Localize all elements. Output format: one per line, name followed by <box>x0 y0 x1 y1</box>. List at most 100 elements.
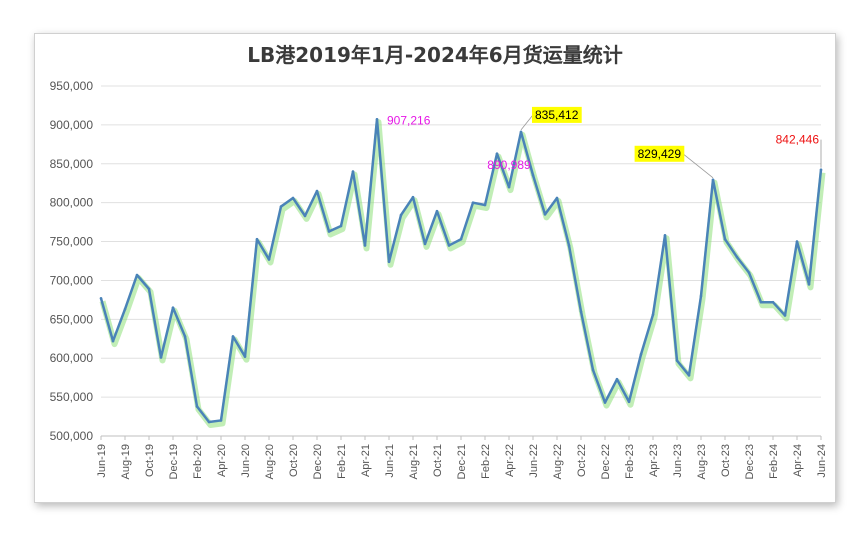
label-leader-line <box>682 153 714 179</box>
series-line <box>99 118 823 424</box>
data-point <box>687 374 691 377</box>
x-tick-label: Oct-23 <box>720 444 732 477</box>
data-point <box>351 170 355 173</box>
line-chart: LB港2019年1月-2024年6月货运量统计 500,000 550,000 60… <box>50 43 828 479</box>
data-point <box>471 201 475 204</box>
data-point <box>771 300 775 304</box>
x-tick-label: Jun-23 <box>672 444 684 478</box>
data-point <box>363 244 367 247</box>
data-point <box>555 196 559 200</box>
data-point <box>399 213 403 217</box>
x-tick-label: Dec-21 <box>456 444 468 479</box>
data-point <box>267 258 271 261</box>
data-point <box>207 420 211 424</box>
data-point <box>195 405 199 408</box>
y-tick-label: 600,000 <box>50 351 94 365</box>
y-tick-label: 950,000 <box>50 79 94 93</box>
x-tick-label: Dec-23 <box>744 444 756 479</box>
x-tick-label: Oct-22 <box>576 444 588 477</box>
data-point <box>327 230 331 233</box>
label-leader-line <box>520 114 534 131</box>
y-tick-label: 750,000 <box>50 235 94 249</box>
x-tick-label: Dec-20 <box>312 444 324 479</box>
x-tick-label: Feb-21 <box>336 444 348 479</box>
data-point <box>723 237 727 241</box>
x-tick-label: Jun-24 <box>816 444 828 478</box>
data-point <box>339 224 343 228</box>
data-point <box>243 355 247 358</box>
x-tick-label: Feb-24 <box>768 444 780 479</box>
x-tick-label: Oct-19 <box>144 444 156 477</box>
data-point <box>543 213 547 216</box>
x-tick-label: Oct-20 <box>288 444 300 477</box>
data-point <box>183 335 187 338</box>
data-point <box>219 419 223 422</box>
data-point <box>675 359 679 362</box>
data-point <box>411 195 415 199</box>
data-label: 907,216 <box>387 113 431 127</box>
data-point <box>387 260 391 264</box>
data-point <box>171 306 175 309</box>
data-point <box>423 242 427 246</box>
data-point <box>603 401 607 404</box>
y-tick-label: 900,000 <box>50 118 94 132</box>
data-point <box>819 168 823 171</box>
y-tick-label: 850,000 <box>50 157 94 171</box>
x-tick-label: Dec-19 <box>168 444 180 479</box>
data-point <box>231 335 235 338</box>
data-point <box>663 234 667 237</box>
gridlines <box>101 85 821 437</box>
x-tick-label: Feb-23 <box>624 444 636 479</box>
data-point <box>735 255 739 259</box>
x-tick-label: Aug-21 <box>408 444 420 479</box>
x-tick-label: Jun-21 <box>384 444 396 478</box>
data-label: 829,429 <box>638 147 682 161</box>
x-tick-label: Jun-22 <box>528 444 540 478</box>
x-tick-label: Feb-22 <box>480 444 492 479</box>
y-tick-label: 800,000 <box>50 196 94 210</box>
y-tick-label: 500,000 <box>50 429 94 443</box>
data-point <box>147 287 151 291</box>
data-point <box>747 271 751 274</box>
data-point <box>255 237 259 241</box>
data-label-group: 835,412 <box>520 106 582 131</box>
x-tick-label: Jun-20 <box>240 444 252 478</box>
data-label: 842,446 <box>776 133 820 147</box>
data-point <box>795 240 799 243</box>
data-label-highlight <box>634 145 685 162</box>
data-point <box>111 339 115 343</box>
x-tick-label: Apr-24 <box>792 444 804 477</box>
data-point <box>711 178 715 182</box>
chart-card: LB港2019年1月-2024年6月货运量统计 500,000 550,000 60… <box>34 33 836 503</box>
y-axis: 500,000 550,000 600,000 650,000 700,000 750,0… <box>50 79 94 443</box>
data-point <box>447 244 451 247</box>
x-tick-label: Oct-21 <box>432 444 444 477</box>
data-point <box>459 237 463 241</box>
data-label-group: 842,446 <box>776 133 822 168</box>
data-point <box>615 377 619 381</box>
x-tick-label: Dec-22 <box>600 444 612 479</box>
data-point <box>591 368 595 372</box>
x-tick-label: Aug-23 <box>696 444 708 479</box>
series-line-glow <box>99 119 826 428</box>
data-point <box>99 297 103 300</box>
data-point <box>159 356 163 359</box>
data-label-group: 890,989 <box>487 158 531 172</box>
data-point <box>807 283 811 286</box>
data-label-group: 829,429 <box>634 145 714 179</box>
data-point <box>651 313 655 316</box>
data-point <box>507 185 511 189</box>
x-tick-label: Apr-21 <box>360 444 372 477</box>
data-point <box>627 400 631 404</box>
x-tick-label: Apr-22 <box>504 444 516 477</box>
data-point <box>375 117 379 121</box>
y-tick-label: 700,000 <box>50 273 94 287</box>
data-point <box>435 209 439 213</box>
data-point <box>567 244 571 247</box>
data-point <box>135 273 139 277</box>
data-point <box>279 205 283 208</box>
data-label: 835,412 <box>535 108 579 122</box>
y-tick-label: 550,000 <box>50 390 94 404</box>
data-point <box>699 294 703 298</box>
x-tick-label: Apr-23 <box>648 444 660 477</box>
